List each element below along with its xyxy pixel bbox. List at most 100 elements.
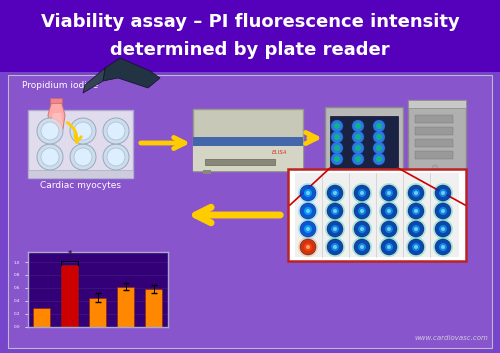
Circle shape — [360, 245, 364, 249]
Bar — [295, 173, 459, 257]
Circle shape — [300, 185, 316, 201]
Circle shape — [41, 148, 59, 166]
Circle shape — [439, 243, 447, 251]
Circle shape — [376, 134, 382, 140]
Bar — [415, 127, 453, 135]
Circle shape — [298, 237, 318, 257]
Bar — [193, 141, 303, 171]
Circle shape — [325, 201, 345, 221]
Circle shape — [408, 203, 424, 219]
Text: Propidium iodine: Propidium iodine — [22, 80, 98, 90]
Circle shape — [354, 239, 370, 255]
Bar — [61, 265, 78, 327]
Bar — [193, 109, 303, 171]
Circle shape — [385, 207, 393, 215]
Bar — [8, 75, 492, 348]
Circle shape — [331, 142, 343, 154]
Circle shape — [376, 156, 382, 162]
Circle shape — [333, 245, 337, 249]
Circle shape — [304, 207, 312, 215]
Circle shape — [408, 221, 424, 237]
Circle shape — [355, 123, 361, 129]
Circle shape — [435, 185, 451, 201]
Circle shape — [381, 221, 397, 237]
Circle shape — [406, 219, 426, 239]
Bar — [415, 115, 453, 123]
Circle shape — [327, 203, 343, 219]
Circle shape — [387, 227, 391, 231]
Circle shape — [376, 145, 382, 151]
Bar — [288, 169, 466, 261]
Circle shape — [381, 239, 397, 255]
Circle shape — [37, 118, 63, 144]
Polygon shape — [103, 58, 160, 88]
Circle shape — [298, 219, 318, 239]
Circle shape — [355, 156, 361, 162]
Polygon shape — [51, 113, 63, 133]
Circle shape — [414, 245, 418, 249]
Circle shape — [300, 203, 316, 219]
Circle shape — [352, 153, 364, 165]
Circle shape — [373, 153, 385, 165]
Circle shape — [355, 134, 361, 140]
Circle shape — [373, 142, 385, 154]
Bar — [89, 298, 106, 327]
Circle shape — [358, 225, 366, 233]
Bar — [28, 170, 133, 178]
Circle shape — [381, 203, 397, 219]
Circle shape — [433, 201, 453, 221]
Text: determined by plate reader: determined by plate reader — [110, 41, 390, 59]
Circle shape — [306, 245, 310, 249]
Circle shape — [300, 221, 316, 237]
Circle shape — [304, 189, 312, 197]
Bar — [28, 110, 133, 178]
Circle shape — [412, 225, 420, 233]
Circle shape — [379, 183, 399, 203]
Bar — [0, 0, 500, 72]
Circle shape — [306, 191, 310, 195]
Bar — [205, 159, 275, 165]
Circle shape — [441, 245, 445, 249]
Bar — [408, 100, 466, 108]
Circle shape — [37, 144, 63, 170]
Circle shape — [298, 183, 318, 203]
Circle shape — [298, 201, 318, 221]
Circle shape — [433, 237, 453, 257]
Circle shape — [41, 122, 59, 140]
Circle shape — [325, 237, 345, 257]
Polygon shape — [48, 101, 65, 135]
Circle shape — [408, 185, 424, 201]
Bar — [193, 137, 303, 146]
Circle shape — [103, 144, 129, 170]
Circle shape — [306, 209, 310, 213]
Circle shape — [387, 191, 391, 195]
Circle shape — [379, 201, 399, 221]
Circle shape — [325, 183, 345, 203]
Text: www.cardiovasc.com: www.cardiovasc.com — [414, 335, 488, 341]
Text: ELISA: ELISA — [272, 150, 288, 156]
Circle shape — [381, 185, 397, 201]
Circle shape — [331, 131, 343, 143]
Circle shape — [433, 219, 453, 239]
Circle shape — [354, 203, 370, 219]
Circle shape — [331, 120, 343, 132]
Circle shape — [441, 209, 445, 213]
Bar — [33, 309, 50, 327]
Bar — [203, 170, 211, 174]
Circle shape — [439, 225, 447, 233]
Circle shape — [385, 189, 393, 197]
Circle shape — [352, 131, 364, 143]
Circle shape — [414, 209, 418, 213]
Circle shape — [354, 185, 370, 201]
Circle shape — [432, 165, 438, 171]
Circle shape — [327, 221, 343, 237]
Circle shape — [103, 118, 129, 144]
Circle shape — [441, 191, 445, 195]
Circle shape — [331, 189, 339, 197]
Circle shape — [385, 225, 393, 233]
Bar — [330, 116, 398, 168]
Bar — [325, 107, 403, 175]
Circle shape — [358, 207, 366, 215]
Circle shape — [439, 189, 447, 197]
Circle shape — [406, 183, 426, 203]
